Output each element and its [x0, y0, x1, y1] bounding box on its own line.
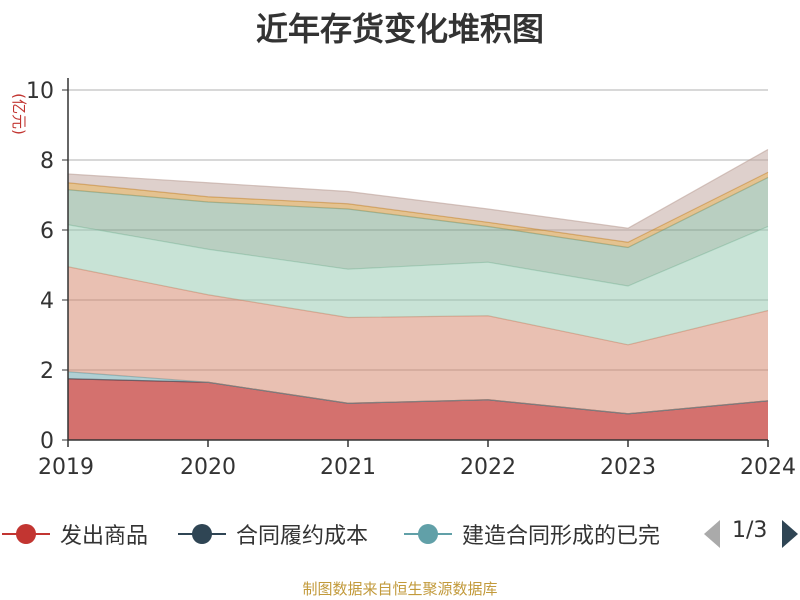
previous-page-icon[interactable]: [704, 520, 720, 548]
legend-marker-icon: [2, 522, 50, 546]
y-axis-unit-label: (亿元): [10, 93, 28, 135]
legend-item-construction-contract[interactable]: 建造合同形成的已完: [404, 514, 686, 554]
chart-title: 近年存货变化堆积图: [255, 10, 544, 48]
area-series-0: [68, 378, 768, 440]
x-tick-label: 2024: [740, 455, 796, 480]
legend-label: 建造合同形成的已完: [462, 524, 661, 549]
legend-item-shipped-goods[interactable]: 发出商品: [2, 514, 148, 554]
area-series-3: [68, 266, 768, 414]
legend-pager: 1/3: [700, 514, 800, 554]
x-tick-label: 2023: [600, 455, 656, 480]
y-tick-label: 6: [40, 219, 54, 244]
x-tick-label: 2021: [320, 455, 376, 480]
legend-label: 发出商品: [60, 524, 149, 549]
y-tick-label: 8: [40, 149, 54, 174]
area-series-5: [68, 177, 768, 286]
area-series-7: [68, 149, 768, 243]
legend-marker-icon: [404, 522, 452, 546]
y-tick-label: 2: [40, 359, 54, 384]
y-tick-label: 0: [40, 429, 54, 454]
x-tick-label: 2020: [180, 455, 236, 480]
y-tick-label: 10: [26, 79, 54, 104]
data-source-note: 制图数据来自恒生聚源数据库: [302, 580, 498, 598]
legend-item-contract-cost[interactable]: 合同履约成本: [178, 514, 368, 554]
legend-marker-icon: [178, 522, 226, 546]
x-tick-label: 2022: [460, 455, 516, 480]
area-series-line-7: [67, 148, 769, 229]
next-page-icon[interactable]: [782, 520, 798, 548]
y-tick-label: 4: [40, 289, 54, 314]
legend: 发出商品 合同履约成本 建造合同形成的已完: [0, 514, 800, 554]
legend-page-indicator: 1/3: [732, 518, 768, 543]
x-tick-label: 2019: [38, 455, 94, 480]
legend-label: 合同履约成本: [236, 524, 369, 549]
